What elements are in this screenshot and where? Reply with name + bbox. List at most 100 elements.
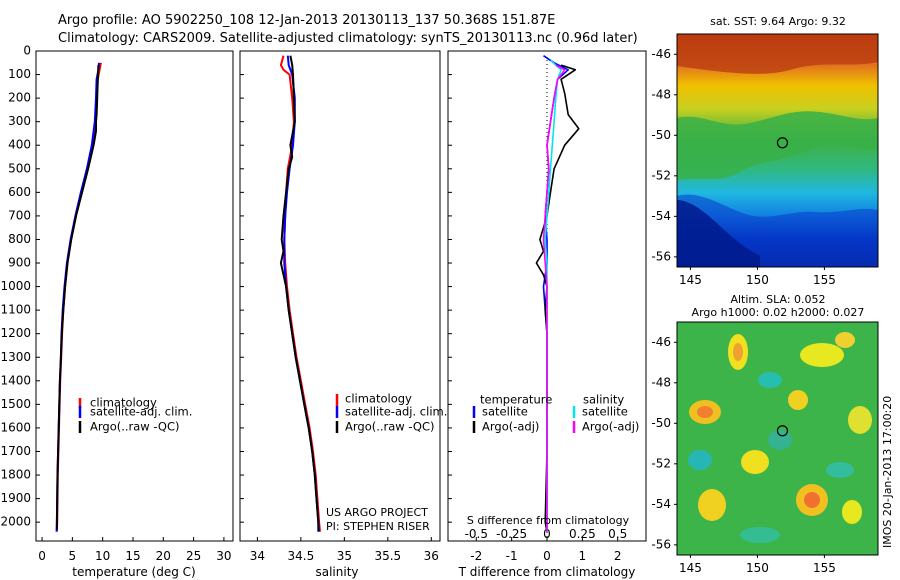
sla-blob	[733, 343, 743, 361]
t-difference-x-axis: -2 -1 0 1 2	[470, 537, 622, 563]
series-line-argo-raw-qc-	[279, 55, 320, 532]
difference-panel: -2 -1 0 1 2 -0.5 -0.25 0 0.25 0.5 T difference f…	[447, 50, 647, 579]
x-tick-label: 1	[579, 549, 587, 563]
difference-series	[535, 55, 580, 532]
depth-tick-label: 600	[8, 185, 31, 199]
depth-tick-label: 1200	[0, 326, 31, 340]
sst-map-panel: sat. SST: 9.64 Argo: 9.32 -46 -48 -50 -52 -5…	[651, 15, 879, 287]
sla-map-frame	[676, 321, 879, 556]
salinity-series	[279, 55, 321, 532]
depth-tick-label: 2000	[0, 515, 31, 529]
sla-blob	[800, 343, 844, 367]
imos-watermark: IMOS 20-Jan-2013 17:00:20	[881, 396, 894, 548]
sla-map-axes: -46 -48 -50 -52 -54 -56 145 150 155	[651, 335, 835, 575]
pi-note: PI: STEPHEN RISER	[326, 520, 430, 533]
sst-map-title: sat. SST: 9.64 Argo: 9.32	[710, 15, 846, 28]
x-tick-label: 30	[216, 549, 231, 563]
x-tick-label: 36	[424, 549, 439, 563]
salinity-x-label: salinity	[315, 565, 358, 579]
temperature-series	[55, 62, 102, 532]
depth-tick-label: 100	[8, 67, 31, 81]
map-lon-label: 145	[679, 561, 702, 575]
depth-tick-label: 1700	[0, 444, 31, 458]
x-tick-label: 5	[69, 549, 77, 563]
depth-tick-label: 700	[8, 208, 31, 222]
x-tick-label: 0	[38, 549, 46, 563]
project-note: US ARGO PROJECT	[326, 506, 428, 519]
map-lat-label: -54	[651, 497, 671, 511]
series-line-argo-adj-	[535, 64, 580, 532]
s-difference-tick-label: -0.25	[496, 527, 527, 541]
depth-axis: 0 100 200 300 400 500 600 700 800 900 1000 1100 1200…	[0, 44, 452, 529]
map-lat-label: -56	[651, 537, 671, 551]
x-tick-label: 2	[614, 549, 622, 563]
difference-legend-header-temperature: temperature	[480, 393, 552, 407]
depth-tick-label: 1500	[0, 397, 31, 411]
temperature-x-label: temperature (deg C)	[72, 565, 195, 579]
sla-blob	[768, 430, 792, 450]
depth-tick-label: 1900	[0, 491, 31, 505]
map-lat-label: -56	[651, 249, 671, 263]
difference-legend-s-satellite: satellite	[582, 405, 628, 419]
sla-blob	[698, 489, 726, 521]
salinity-x-axis: 34 34.5 35 35.5 36	[250, 537, 439, 563]
depth-tick-label: 400	[8, 138, 31, 152]
depth-tick-label: 500	[8, 161, 31, 175]
x-tick-label: 0	[543, 549, 551, 563]
sst-map-frame	[676, 33, 879, 268]
depth-tick-label: 1000	[0, 279, 31, 293]
sla-blob	[848, 406, 872, 434]
depth-tick-label: 1600	[0, 420, 31, 434]
difference-legend: temperature salinity satellite Argo(-adj…	[472, 393, 639, 434]
difference-legend-header-salinity: salinity	[583, 393, 624, 407]
depth-tick-label: 1800	[0, 468, 31, 482]
map-lat-label: -46	[651, 47, 671, 61]
x-tick-label: -1	[506, 549, 518, 563]
sst-argo-location-marker	[776, 137, 789, 149]
series-line-argo-raw-qc-	[55, 65, 100, 530]
x-tick-label: -2	[470, 549, 482, 563]
x-tick-label: 25	[186, 549, 201, 563]
series-line-argo-adj-	[542, 64, 566, 532]
t-difference-x-label: T difference from climatology	[458, 565, 636, 579]
s-difference-tick-label: 0	[543, 527, 551, 541]
temperature-frame	[35, 50, 234, 542]
sla-map-panel: Altim. SLA: 0.052 Argo h1000: 0.02 h2000…	[651, 293, 879, 575]
sla-map-title: Altim. SLA: 0.052	[730, 293, 825, 306]
map-lon-label: 145	[679, 273, 702, 287]
temperature-legend-climatology: climatology	[90, 396, 157, 410]
map-lon-label: 150	[746, 561, 769, 575]
s-difference-x-axis: -0.5 -0.25 0 0.25 0.5	[465, 527, 628, 541]
map-lon-label: 150	[746, 273, 769, 287]
difference-legend-s-argo: Argo(-adj)	[582, 420, 639, 434]
x-tick-label: 10	[95, 549, 110, 563]
x-tick-label: 20	[156, 549, 171, 563]
depth-tick-label: 200	[8, 91, 31, 105]
s-difference-tick-label: 0.25	[569, 527, 596, 541]
map-lat-label: -48	[651, 375, 671, 389]
map-lon-label: 155	[813, 273, 836, 287]
temperature-legend-satellite: satellite-adj. clim.	[90, 405, 192, 419]
depth-tick-label: 1300	[0, 350, 31, 364]
sla-blob	[741, 450, 769, 474]
salinity-frame	[239, 50, 441, 542]
sla-blob	[826, 462, 854, 478]
temperature-x-axis: 0 5 10 15 20 25 30	[38, 537, 232, 563]
x-tick-label: 34	[250, 549, 265, 563]
sla-blob	[697, 406, 713, 418]
map-lat-label: -48	[651, 87, 671, 101]
sst-map-axes: -46 -48 -50 -52 -54 -56 145 150 155	[651, 47, 835, 287]
sla-argo-location-marker	[776, 425, 789, 437]
s-difference-tick-label: -0.5	[465, 527, 488, 541]
sla-blob	[835, 332, 855, 348]
sla-map-subtitle: Argo h1000: 0.02 h2000: 0.027	[692, 306, 865, 319]
map-lat-label: -52	[651, 456, 671, 470]
salinity-legend-argo: Argo(..raw -QC)	[345, 420, 435, 434]
x-tick-label: 35	[337, 549, 352, 563]
difference-legend-t-argo: Argo(-adj)	[482, 420, 539, 434]
map-lat-label: -54	[651, 209, 671, 223]
sla-blob	[842, 500, 862, 524]
temperature-panel: 0100200300400500600700800900100011001200…	[0, 44, 452, 579]
depth-tick-label: 1100	[0, 303, 31, 317]
salinity-legend-satellite: satellite-adj. clim.	[345, 405, 447, 419]
